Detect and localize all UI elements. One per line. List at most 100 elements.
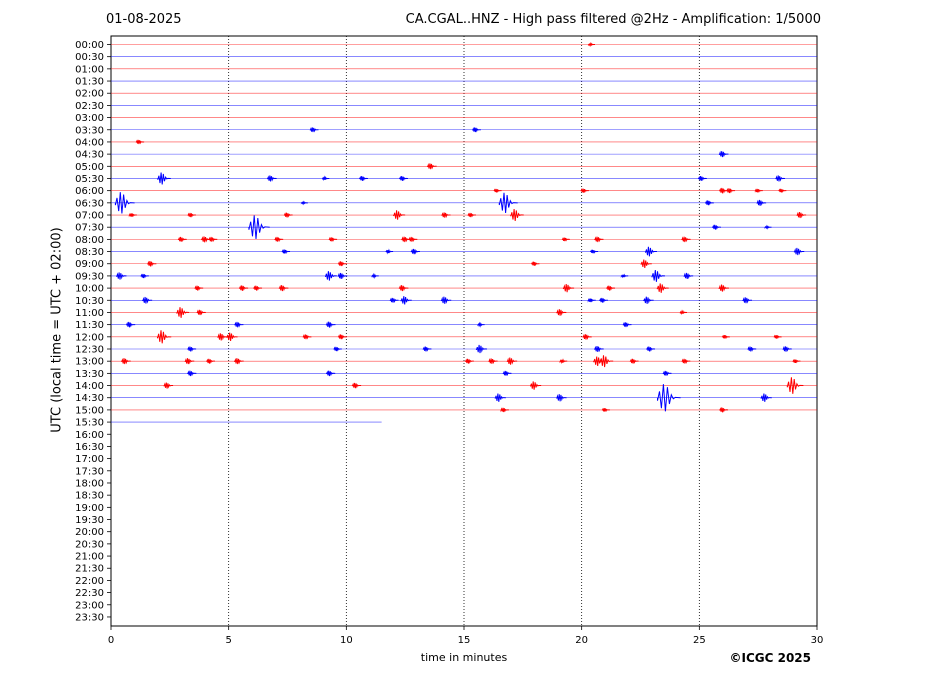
y-tick-label: 06:30 [75,198,104,209]
event-waveform [283,212,293,218]
event-waveform [401,236,411,243]
event-waveform [187,370,197,377]
event-waveform [267,175,277,182]
event-waveform [322,175,330,181]
event-waveform [116,272,127,280]
y-tick-label: 03:00 [75,113,104,124]
y-tick-label: 11:00 [75,308,104,319]
event-waveform [773,334,782,339]
event-waveform [587,41,595,48]
event-waveform [488,358,498,365]
y-tick-label: 21:00 [75,552,104,563]
event-waveform [389,297,399,303]
event-waveform [760,393,772,402]
event-waveform [177,236,187,243]
event-waveform [651,269,665,282]
y-axis-label: UTC (local time = UTC + 02:00) [49,227,65,433]
event-waveform [196,309,206,316]
event-waveform [477,321,485,328]
event-waveform [194,285,204,291]
event-waveform [359,175,368,182]
event-waveform [656,283,669,293]
event-waveform [622,321,632,328]
event-waveform [206,358,215,364]
y-tick-label: 14:30 [75,393,104,404]
event-waveform [775,175,785,182]
event-waveform [719,407,729,413]
event-waveform [201,236,211,243]
event-waveform [140,273,149,279]
y-tick-label: 19:00 [75,503,104,514]
event-waveform [217,333,228,341]
y-tick-label: 00:00 [75,40,104,51]
y-tick-label: 20:30 [75,539,104,550]
y-tick-label: 11:30 [75,320,104,331]
event-waveform [721,334,730,339]
event-waveform [580,188,589,194]
event-waveform [187,346,197,352]
event-waveform [398,284,409,292]
event-waveform [681,236,691,243]
y-tick-label: 23:00 [75,600,104,611]
event-waveform [494,393,506,402]
y-tick-label: 15:00 [75,405,104,416]
event-waveform [147,260,157,267]
event-waveform [792,359,801,364]
y-tick-label: 19:30 [75,515,104,526]
event-waveform [371,272,379,280]
x-tick-label: 15 [458,635,471,646]
event-waveform [796,211,807,219]
event-waveform [234,358,244,365]
event-waveform [337,260,347,267]
event-waveform [326,370,336,377]
event-waveform [408,236,418,243]
y-tick-label: 13:00 [75,357,104,368]
event-waveform [582,333,592,340]
event-waveform [234,321,244,328]
event-waveform [629,358,639,364]
y-tick-label: 13:30 [75,369,104,380]
x-tick-label: 30 [811,635,824,646]
event-waveform [128,212,137,218]
y-tick-label: 02:00 [75,89,104,100]
x-axis-ticks: 0 5 10 15 20 25 30 [108,626,824,646]
event-waveform [500,407,509,413]
event-waveform [393,210,406,220]
event-waveform [742,297,753,304]
y-tick-label: 08:00 [75,235,104,246]
x-tick-label: 20 [575,635,588,646]
event-waveform [163,382,174,389]
y-tick-label: 22:00 [75,576,104,587]
event-waveform [467,212,476,218]
event-waveform [697,175,707,182]
event-waveform [281,249,291,255]
event-waveform [226,332,238,341]
event-waveform [556,309,567,316]
event-waveform [253,285,263,291]
x-tick-label: 10 [340,635,353,646]
date-label: 01-08-2025 [106,12,182,27]
event-waveform [679,309,688,315]
y-tick-label: 17:30 [75,466,104,477]
event-waveform [493,188,502,193]
event-waveform [410,248,420,255]
event-waveform [274,236,284,242]
event-waveform [385,248,394,255]
y-tick-label: 05:30 [75,174,104,185]
event-waveform [498,192,518,213]
event-waveform [643,296,654,304]
x-tick-label: 25 [693,635,706,646]
y-tick-label: 22:30 [75,588,104,599]
event-waveform [300,200,308,206]
event-waveform [351,382,362,389]
event-waveform [782,346,792,352]
y-tick-label: 21:30 [75,564,104,575]
event-waveform [601,407,610,413]
event-waveform [156,330,172,344]
event-waveform [640,259,652,268]
event-waveform [427,163,437,170]
event-waveform [531,261,540,267]
y-tick-label: 15:30 [75,418,104,429]
event-waveform [125,321,136,328]
